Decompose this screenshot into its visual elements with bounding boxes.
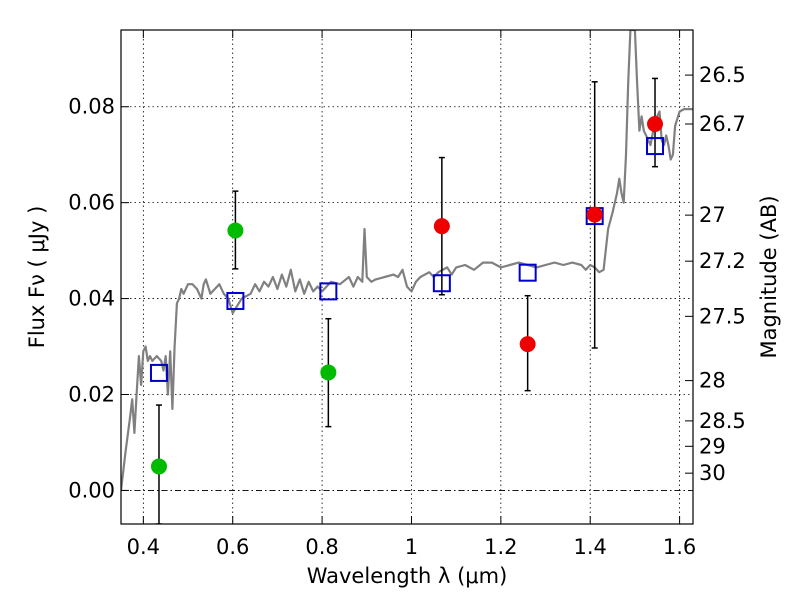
x-tick-label: 0.4 [127, 535, 160, 559]
model-square-marker [319, 282, 338, 301]
x-tick-label: 0.6 [216, 535, 249, 559]
red-photometry-point [433, 218, 450, 235]
x-tick-label: 1.2 [484, 535, 517, 559]
plot-area [121, 30, 693, 524]
photometry-points [149, 116, 665, 475]
right-tick-label: 26.5 [699, 63, 746, 87]
tick-labels: 0.4 0.6 0.8 1 1.2 1.4 1.6 0.00 0.02 0.04 0.06 0.08 2… [68, 63, 746, 559]
red-photometry-point [586, 206, 603, 223]
model-square-marker [432, 274, 451, 293]
green-photometry-point [150, 458, 167, 475]
right-tick-label: 27 [699, 203, 726, 227]
x-tick-label: 0.8 [305, 535, 338, 559]
right-tick-label: 28 [699, 369, 726, 393]
right-tick-label: 29 [699, 434, 726, 458]
y-tick-label: 0.00 [68, 478, 115, 502]
y-tick-label: 0.08 [68, 95, 115, 119]
x-tick-label: 1.6 [663, 535, 696, 559]
right-tick-label: 27.2 [699, 249, 746, 273]
model-square-marker [226, 291, 245, 310]
model-square-marker [149, 363, 168, 382]
right-tick-label: 28.5 [699, 409, 746, 433]
x-axis-label: Wavelength λ (μm) [307, 564, 508, 588]
spectrum-line [121, 30, 693, 491]
model-square-marker [518, 263, 537, 282]
x-tick-label: 1.4 [574, 535, 607, 559]
y-tick-label: 0.06 [68, 191, 115, 215]
right-tick-label: 26.7 [699, 112, 746, 136]
y-axis-right-label: Magnitude (AB) [757, 195, 781, 358]
model-square-marker [646, 137, 665, 156]
red-photometry-point [519, 336, 536, 353]
plot-frame [120, 29, 694, 525]
y-tick-label: 0.04 [68, 287, 115, 311]
right-tick-label: 27.5 [699, 304, 746, 328]
green-photometry-point [227, 222, 244, 239]
green-photometry-point [320, 364, 337, 381]
template-spectrum [121, 30, 693, 491]
ticks [121, 30, 693, 524]
x-tick-label: 1 [405, 535, 418, 559]
red-photometry-point [647, 116, 664, 133]
right-tick-label: 30 [699, 461, 726, 485]
y-tick-label: 0.02 [68, 383, 115, 407]
y-axis-label: Flux Fν ( μJy ) [25, 206, 49, 349]
